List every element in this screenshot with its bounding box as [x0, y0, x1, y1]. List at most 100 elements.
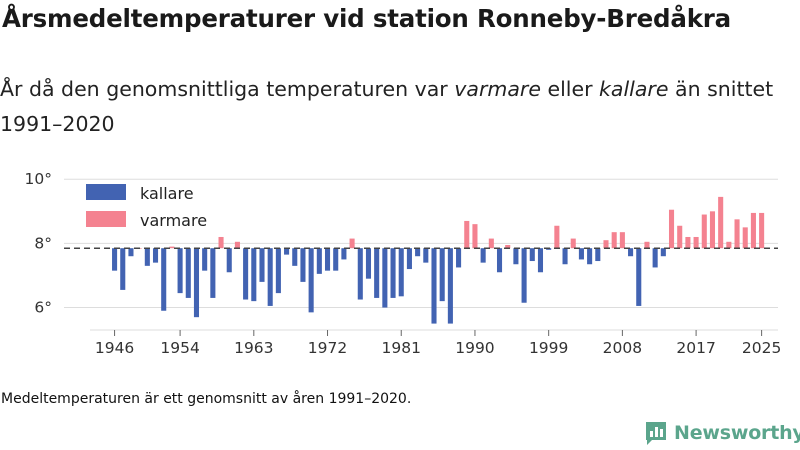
bar-1996 [521, 248, 527, 303]
bar-1980 [390, 248, 396, 298]
bar-2010 [636, 248, 642, 306]
bar-2017 [693, 236, 699, 249]
brand-logo: Newsworthy [644, 419, 800, 447]
bar-1951 [152, 248, 159, 263]
legend-swatch-warm [86, 211, 126, 227]
bar-1979 [382, 248, 388, 308]
bar-1948 [128, 248, 134, 257]
bar-1985 [431, 248, 437, 324]
bar-2019 [709, 211, 716, 249]
bar-1978 [374, 248, 380, 298]
x-tick-label: 1981 [382, 339, 421, 357]
x-axis: 1946 1954 1963 1972 1981 1990 1999 2008 2017 2025 [95, 330, 781, 357]
legend-label-cold: kallare [140, 184, 194, 203]
x-tick-label: 1972 [308, 339, 347, 357]
bar-2024 [750, 212, 756, 249]
bar-2003 [578, 248, 584, 260]
brand-name: Newsworthy [674, 422, 800, 444]
bar-2000 [554, 225, 560, 249]
bar-1962 [243, 248, 249, 300]
bar-2002 [570, 238, 576, 249]
bar-1988 [456, 248, 462, 268]
bar-1955 [185, 248, 191, 298]
subtitle-suffix: än snittet 1991–2020 [0, 77, 774, 136]
x-tick-label: 2025 [742, 339, 781, 357]
bar-1984 [423, 248, 429, 263]
subtitle-prefix: År då den genomsnittliga temperaturen va… [0, 77, 455, 101]
x-tick-label: 1946 [95, 339, 134, 357]
bar-2012 [652, 248, 658, 268]
x-tick-label: 1954 [160, 339, 199, 357]
bar-1947 [120, 248, 126, 290]
bar-1999 [546, 248, 552, 250]
y-tick-label: 10° [25, 170, 52, 188]
bar-1959 [218, 236, 224, 249]
legend-swatch-cold [86, 184, 126, 200]
temperature-bars [112, 196, 765, 324]
bar-1987 [447, 248, 453, 324]
bar-1946 [112, 248, 118, 271]
bar-1993 [496, 248, 503, 273]
subtitle-middle: eller [540, 77, 600, 101]
x-tick-label: 1999 [529, 339, 568, 357]
footnote: Medeltemperaturen är ett genomsnitt av å… [1, 391, 412, 407]
bar-1965 [267, 248, 273, 306]
y-axis: 6° 8° 10° [25, 170, 52, 316]
bar-2011 [644, 241, 650, 249]
bar-1963 [251, 248, 257, 302]
bar-1976 [357, 248, 363, 300]
chart-subtitle: År då den genomsnittliga temperaturen va… [0, 72, 790, 142]
bar-2022 [734, 219, 740, 249]
bar-1970 [308, 248, 314, 313]
bar-1971 [316, 248, 322, 274]
bar-1983 [415, 248, 421, 257]
bar-1995 [513, 248, 519, 265]
bar-1998 [537, 248, 544, 273]
bar-1952 [161, 248, 167, 311]
bar-1968 [292, 248, 298, 266]
y-tick-label: 6° [34, 299, 52, 317]
bar-1969 [300, 248, 306, 282]
bar-1961 [234, 241, 240, 249]
bar-1966 [275, 248, 281, 294]
bar-2020 [718, 196, 724, 249]
newsworthy-logo-icon [646, 422, 666, 445]
bar-2006 [603, 240, 609, 249]
x-tick-label: 2017 [676, 339, 715, 357]
bar-1950 [144, 248, 150, 266]
bar-1982 [406, 248, 412, 270]
bar-1953 [169, 246, 175, 249]
bar-1989 [464, 220, 470, 249]
chart-title: Årsmedeltemperaturer vid station Ronneby… [2, 4, 732, 33]
grid-lines [64, 178, 778, 331]
bar-1973 [333, 248, 339, 271]
bar-1974 [341, 248, 347, 260]
bar-1994 [505, 245, 511, 249]
bar-1992 [488, 238, 494, 249]
legend-label-warm: varmare [140, 211, 207, 230]
bar-2021 [726, 241, 732, 249]
bar-2015 [677, 225, 683, 249]
x-tick-label: 1963 [234, 339, 273, 357]
bar-2013 [660, 248, 666, 257]
bar-1986 [439, 248, 445, 302]
bar-2004 [587, 248, 593, 265]
bar-1981 [398, 248, 404, 297]
bar-2001 [562, 248, 568, 265]
bar-2005 [595, 248, 601, 262]
bar-1956 [193, 248, 200, 318]
temperature-bar-chart: 6° 8° 10° 1946 1954 1963 1972 1981 1990 1999 2008… [25, 170, 782, 357]
legend: kallare varmare [86, 184, 207, 230]
bar-2008 [619, 232, 625, 249]
bar-2016 [685, 236, 691, 249]
subtitle-warm-word: varmare [454, 77, 541, 101]
bar-1991 [480, 248, 486, 263]
bar-1958 [210, 248, 216, 298]
x-tick-label: 1990 [455, 339, 494, 357]
y-tick-label: 8° [34, 234, 52, 252]
bar-2009 [628, 248, 634, 257]
bar-1960 [226, 248, 232, 273]
bar-1977 [365, 248, 372, 279]
bar-2023 [742, 227, 748, 249]
x-tick-label: 2008 [603, 339, 642, 357]
